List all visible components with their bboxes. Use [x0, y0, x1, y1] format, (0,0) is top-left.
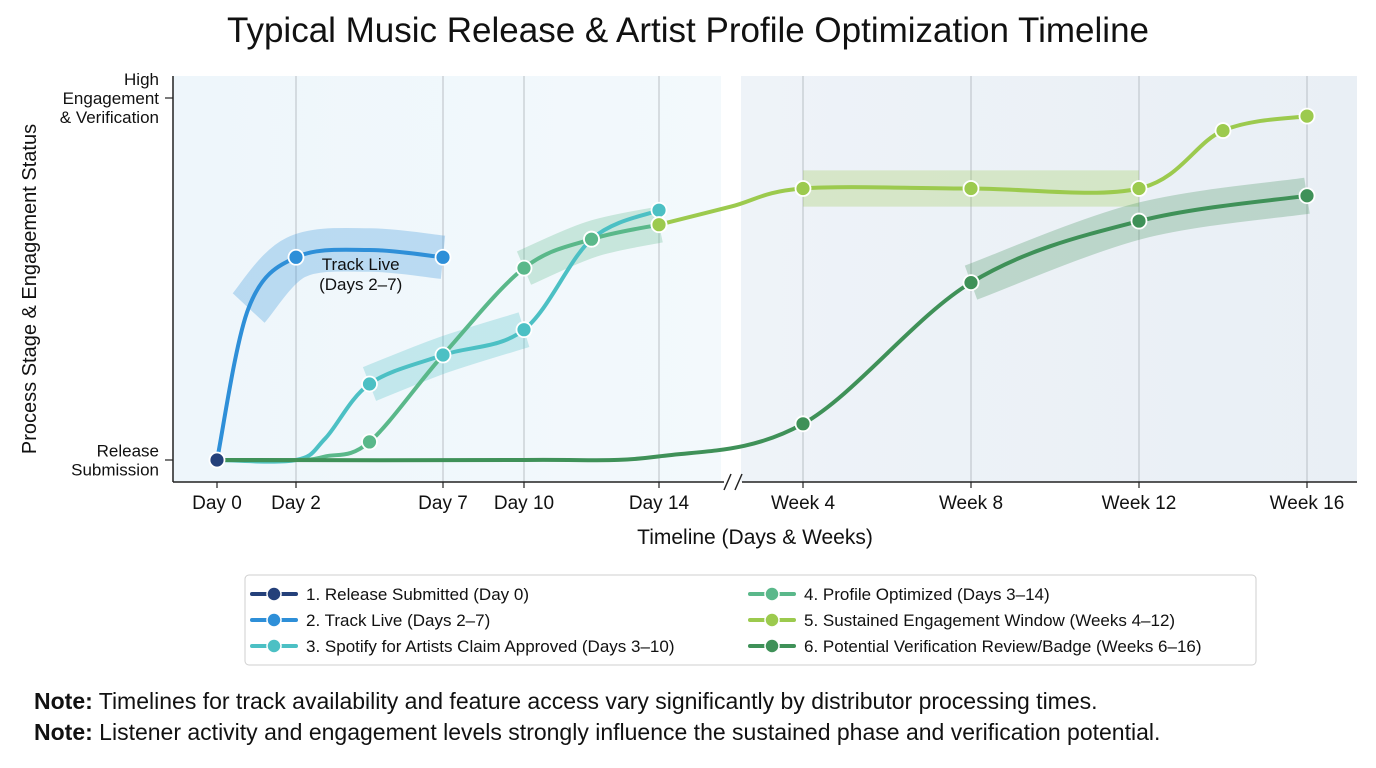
legend-marker-4	[764, 586, 780, 602]
note-2-prefix: Note:	[34, 719, 93, 745]
annotation-0: Track Live (Days 2–7)	[319, 255, 402, 294]
legend-label-2: 2. Track Live (Days 2–7)	[306, 611, 490, 630]
point-series-4-0	[361, 433, 378, 451]
y-tick-label-0: Release Submission	[71, 442, 159, 480]
point-series-3-1	[434, 346, 452, 364]
chart-title: Typical Music Release & Artist Profile O…	[227, 11, 1149, 50]
legend-marker-1	[266, 586, 282, 602]
axis-break-icon	[723, 473, 743, 491]
point-series-3-4	[650, 201, 668, 219]
plot-background-weeks	[741, 76, 1357, 482]
point-series-5-3	[1130, 180, 1148, 197]
axes	[172, 76, 1357, 491]
x-tick-label-4: Day 14	[629, 493, 690, 514]
annotations: Track Live (Days 2–7)	[319, 255, 402, 294]
chart: Typical Music Release & Artist Profile O…	[19, 11, 1357, 666]
point-series-5-2	[962, 180, 980, 197]
legend: 1. Release Submitted (Day 0) 2. Track Liv…	[244, 574, 1257, 666]
x-tick-label-3: Day 10	[494, 493, 554, 514]
point-series-6-3	[1298, 187, 1316, 205]
plot-background	[173, 76, 1357, 482]
legend-item-6: 6. Potential Verification Review/Badge (…	[748, 637, 1202, 656]
note-1-prefix: Note:	[34, 688, 93, 714]
legend-item-5: 5. Sustained Engagement Window (Weeks 4–…	[748, 611, 1175, 630]
point-series-3-0	[361, 375, 378, 393]
legend-item-4: 4. Profile Optimized (Days 3–14)	[748, 585, 1050, 604]
note-2-text: Listener activity and engagement levels …	[92, 719, 1161, 745]
point-series-2-0	[287, 248, 305, 266]
legend-label-1: 1. Release Submitted (Day 0)	[306, 585, 529, 604]
legend-item-2: 2. Track Live (Days 2–7)	[250, 611, 490, 630]
grid-lines	[295, 76, 1308, 482]
legend-label-5: 5. Sustained Engagement Window (Weeks 4–…	[804, 611, 1175, 630]
point-series-4-2	[583, 230, 600, 248]
legend-marker-3	[266, 638, 282, 654]
point-series-6-1	[962, 274, 980, 292]
point-series-6-2	[1130, 212, 1148, 230]
x-axis-label: Timeline (Days & Weeks)	[637, 526, 873, 549]
point-series-5-0	[650, 216, 668, 234]
point-series-4-1	[515, 259, 533, 277]
legend-label-6: 6. Potential Verification Review/Badge (…	[804, 637, 1202, 656]
legend-marker-5	[764, 612, 780, 628]
notes: Note: Timelines for track availability a…	[34, 686, 1354, 748]
y-ticks: Release Submission High Engagement & Verific…	[60, 70, 173, 480]
x-tick-label-5: Week 4	[771, 493, 836, 514]
x-tick-label-0: Day 0	[192, 493, 242, 514]
point-series-6-0	[794, 415, 812, 433]
point-series-5-1	[794, 180, 812, 197]
point-series-3-2	[515, 321, 533, 339]
x-ticks: Day 0 Day 2 Day 7 Day 10 Day 14 Week 4 Week 8 W…	[192, 482, 1344, 514]
legend-marker-2	[266, 612, 282, 628]
x-tick-label-2: Day 7	[418, 493, 468, 514]
x-tick-label-8: Week 16	[1270, 493, 1345, 514]
note-1-text: Timelines for track availability and fea…	[92, 688, 1098, 714]
series-markers	[208, 107, 1316, 469]
x-tick-label-7: Week 12	[1102, 493, 1177, 514]
legend-label-4: 4. Profile Optimized (Days 3–14)	[804, 585, 1050, 604]
y-tick-label-1: High Engagement & Verification	[60, 70, 160, 127]
point-series-2-1	[434, 248, 452, 266]
legend-marker-6	[764, 638, 780, 654]
legend-item-3: 3. Spotify for Artists Claim Approved (D…	[250, 637, 675, 656]
point-series-5-4	[1214, 122, 1232, 139]
legend-item-1: 1. Release Submitted (Day 0)	[250, 585, 529, 604]
point-series-5-5	[1298, 107, 1316, 125]
point-series-1-0	[208, 451, 226, 469]
note-1: Note: Timelines for track availability a…	[34, 686, 1354, 717]
y-axis-label: Process Stage & Engagement Status	[19, 124, 41, 454]
x-tick-label-6: Week 8	[939, 493, 1003, 514]
x-tick-label-1: Day 2	[271, 493, 321, 514]
note-2: Note: Listener activity and engagement l…	[34, 717, 1354, 748]
legend-label-3: 3. Spotify for Artists Claim Approved (D…	[306, 637, 675, 656]
